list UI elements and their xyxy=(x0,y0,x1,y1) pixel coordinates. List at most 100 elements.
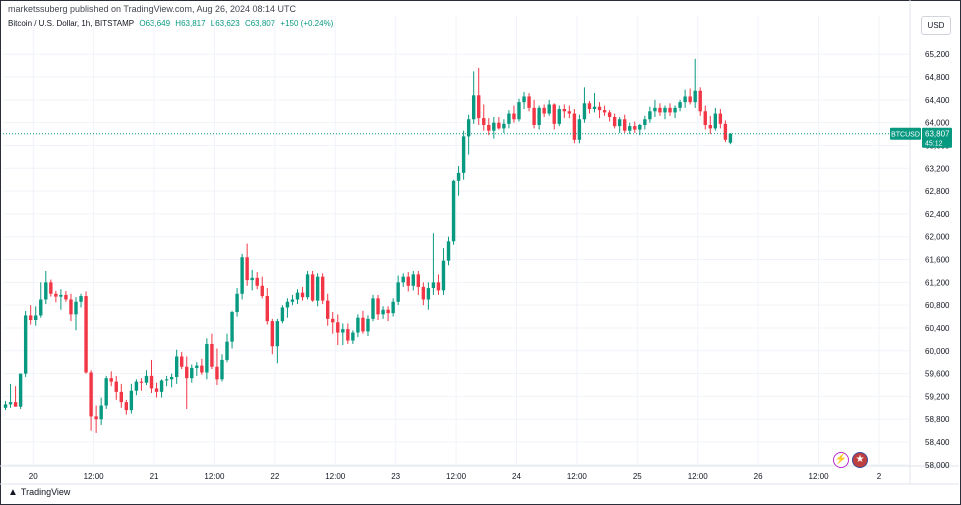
currency-selector[interactable]: USD xyxy=(921,16,951,35)
candle xyxy=(396,275,400,306)
candle xyxy=(532,99,536,129)
y-tick-label: 59,200 xyxy=(925,392,950,401)
y-tick-label: 62,800 xyxy=(925,187,950,196)
candle xyxy=(512,105,516,123)
candle-body xyxy=(522,96,526,103)
candle xyxy=(255,272,259,290)
candle-body xyxy=(169,377,174,380)
candle xyxy=(658,103,662,116)
candle-body xyxy=(441,260,446,291)
candle xyxy=(522,91,526,109)
x-tick-label: 20 xyxy=(29,472,38,481)
candle-body xyxy=(391,301,395,314)
candle-body xyxy=(456,172,461,181)
candle-body xyxy=(617,119,622,127)
candle-body xyxy=(532,107,536,125)
candle-body xyxy=(451,180,456,242)
candle xyxy=(331,312,335,334)
y-tick-label: 61,200 xyxy=(925,278,950,287)
candle xyxy=(612,113,617,129)
candle xyxy=(406,272,410,292)
candle xyxy=(325,293,330,326)
candle-body xyxy=(723,123,728,140)
price-axis[interactable]: 58,000 58,400 58,800 59,200 59,600 60,000 60,4… xyxy=(925,50,950,470)
candle xyxy=(190,364,194,383)
candle-body xyxy=(663,107,667,113)
candle-body xyxy=(144,375,149,383)
candle xyxy=(607,110,612,122)
y-tick-label: 60,000 xyxy=(925,347,950,356)
candle-body xyxy=(653,107,657,112)
candle xyxy=(416,270,421,295)
us-flag-icon[interactable]: ★ xyxy=(852,452,868,468)
x-tick-label: 12:00 xyxy=(204,472,225,481)
candle xyxy=(34,306,38,326)
candle xyxy=(582,87,587,123)
candle xyxy=(431,233,436,295)
candle-body xyxy=(386,309,390,314)
candle xyxy=(557,105,561,127)
candle xyxy=(275,318,280,364)
candle-body xyxy=(708,124,712,129)
candle xyxy=(230,310,234,349)
candle xyxy=(673,105,677,119)
candle-body xyxy=(577,119,582,140)
candle xyxy=(451,179,456,245)
ticker-label-box xyxy=(890,127,921,140)
candle xyxy=(69,293,73,322)
candle-body xyxy=(245,257,249,281)
candle-body xyxy=(401,276,405,283)
candle xyxy=(169,373,174,388)
candle xyxy=(663,105,667,120)
candle-body xyxy=(305,274,310,298)
candle-body xyxy=(154,388,159,392)
candle-body xyxy=(562,108,567,112)
candle-body xyxy=(164,379,169,381)
candle xyxy=(648,106,652,123)
candle-body xyxy=(109,378,113,382)
candle-body xyxy=(471,95,476,120)
candle xyxy=(310,270,315,302)
x-tick-label: 24 xyxy=(512,472,521,481)
candle xyxy=(210,333,214,370)
candle-body xyxy=(270,321,275,347)
candle-body xyxy=(336,322,340,333)
tradingview-logo[interactable]: ▲ TradingView xyxy=(8,487,70,498)
candle xyxy=(149,359,154,394)
candle xyxy=(356,314,360,338)
candle-body xyxy=(275,321,280,347)
candle-body xyxy=(668,107,672,113)
candle xyxy=(315,273,320,307)
open-value: O63,649 xyxy=(139,19,171,28)
candle xyxy=(597,102,602,119)
candle-body xyxy=(295,292,300,300)
candle xyxy=(270,318,275,355)
candle-body xyxy=(44,282,48,300)
candle xyxy=(552,103,556,130)
candle-body xyxy=(346,329,350,341)
candle xyxy=(693,58,697,108)
candle-body xyxy=(718,113,723,124)
lightning-icon[interactable]: ⚡ xyxy=(833,452,849,468)
candle-body xyxy=(159,380,164,392)
symbol-title[interactable]: Bitcoin / U.S. Dollar, 1h, BITSTAMP xyxy=(8,19,135,28)
ticker-label: BTCUSD xyxy=(891,132,920,139)
candle-body xyxy=(713,113,718,129)
candle xyxy=(39,282,43,318)
low-value: L63,623 xyxy=(210,19,240,28)
candle-body xyxy=(190,367,194,379)
candle-body xyxy=(185,366,189,379)
candle-body xyxy=(623,119,627,131)
candle xyxy=(23,310,28,378)
candle xyxy=(361,310,365,334)
time-axis[interactable]: 20 12:00 21 12:00 22 12:00 23 12:00 24 12:00 25 12:… xyxy=(29,472,882,481)
candle-body xyxy=(421,286,426,300)
candle xyxy=(74,297,78,331)
candle-body xyxy=(512,113,516,120)
y-tick-label: 58,800 xyxy=(925,415,950,424)
candle-body xyxy=(678,102,682,108)
candle xyxy=(200,358,204,375)
candle xyxy=(129,383,134,414)
candle-body xyxy=(205,343,209,373)
